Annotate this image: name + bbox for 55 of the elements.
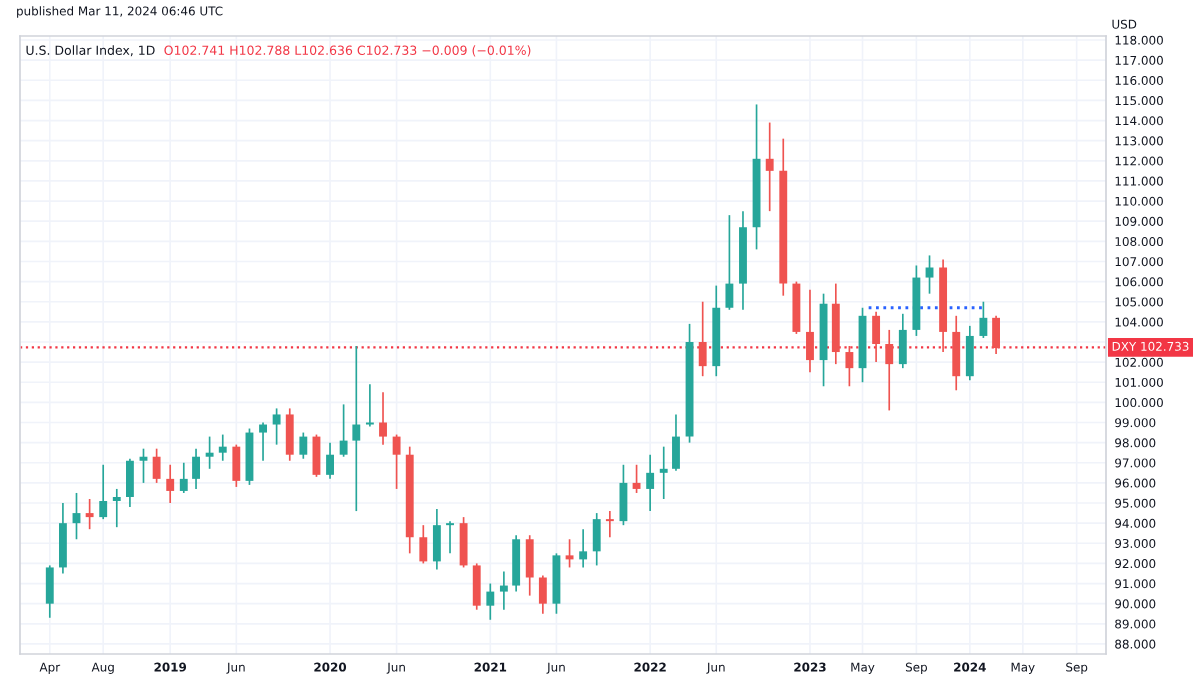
candlestick — [99, 463, 108, 520]
candlestick — [872, 310, 881, 363]
candlestick — [365, 383, 374, 428]
candlestick — [259, 421, 267, 462]
candlestick — [992, 314, 1001, 355]
candlestick — [632, 463, 641, 494]
candlestick — [166, 463, 175, 504]
candlestick — [592, 512, 601, 567]
candlestick — [192, 447, 200, 490]
candlestick — [512, 534, 521, 593]
candlestick — [765, 121, 774, 212]
candlestick — [218, 433, 227, 462]
candlestick — [112, 488, 121, 529]
candlestick — [446, 520, 454, 555]
candlestick — [538, 574, 547, 615]
candlestick — [646, 453, 655, 512]
candlestick — [619, 463, 628, 527]
candlestick — [45, 564, 54, 619]
candlestick — [698, 300, 707, 378]
candlestick — [339, 403, 348, 458]
candlestick — [326, 441, 334, 480]
candlestick — [965, 325, 974, 382]
candlestick — [152, 447, 161, 484]
candlestick — [232, 443, 241, 488]
candlestick — [179, 461, 188, 494]
candlestick — [845, 345, 854, 388]
candlestick — [299, 431, 308, 460]
candlestick — [419, 524, 428, 565]
candlestick — [672, 413, 680, 472]
candlestick — [499, 570, 508, 611]
candlestick — [285, 407, 294, 462]
candlestick — [352, 345, 361, 512]
candlestick — [272, 407, 281, 446]
candlestick — [85, 498, 94, 531]
candlestick — [432, 508, 441, 571]
candlestick — [58, 502, 67, 575]
candlestick — [806, 288, 814, 374]
candlestick — [525, 534, 534, 597]
candlestick — [885, 329, 894, 412]
candlestick — [392, 433, 401, 490]
candlestick — [472, 562, 481, 611]
candlestick — [952, 314, 961, 392]
candlestick — [125, 457, 134, 508]
candlestick — [379, 391, 387, 446]
candlestick — [579, 528, 588, 569]
candlestick — [925, 254, 934, 295]
candlestick — [459, 516, 468, 569]
candlestick — [205, 435, 214, 470]
candlestick — [659, 445, 668, 500]
candlestick — [565, 538, 574, 569]
candlestick — [486, 582, 495, 621]
candlestick — [979, 300, 988, 339]
candlestick — [605, 510, 614, 539]
candlestick — [725, 214, 734, 311]
candlestick — [898, 312, 907, 369]
